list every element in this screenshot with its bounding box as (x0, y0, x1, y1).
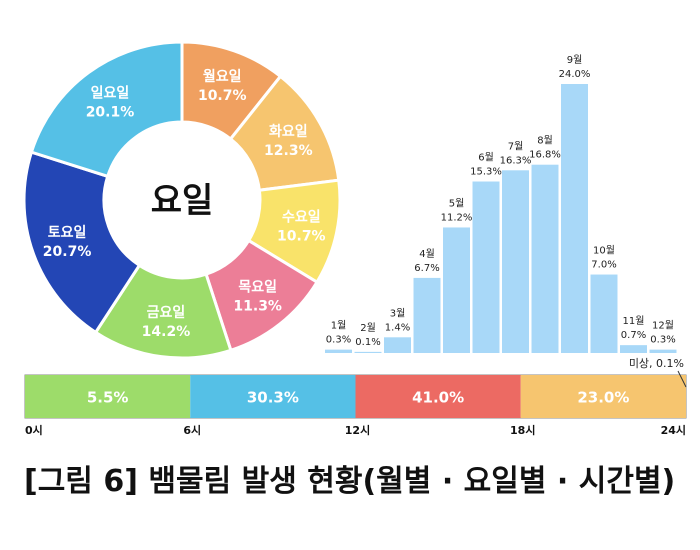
donut-slice-value: 11.3% (233, 299, 282, 315)
donut-title: 요일 (151, 181, 214, 221)
donut-slice-value: 20.7% (43, 244, 92, 260)
bar-category-label: 3월 (390, 307, 406, 319)
unknown-annotation: 미상, 0.1% (629, 357, 684, 370)
bar-value-label: 0.3% (326, 335, 351, 346)
donut-slice-label: 일요일 (91, 86, 130, 102)
donut-slice-label: 토요일 (48, 225, 87, 241)
donut-slice-value: 10.7% (277, 228, 326, 244)
bar-category-label: 1월 (331, 320, 347, 332)
hourly-stacked-bar: 5.5% 30.3% 41.0% 23.0% 0시 6시 12시 18시 24시 미상, 0.1% (24, 357, 687, 437)
bar-category-label: 8월 (537, 135, 553, 147)
bar-value-label: 11.2% (441, 212, 473, 223)
hour-tick-label: 24시 (661, 424, 686, 437)
stacked-bar-segment-label: 30.3% (247, 389, 299, 407)
donut-slice-label: 금요일 (147, 305, 186, 321)
monthly-bar-chart: 1월 0.3% 2월 0.1% 3월 1.4% 4월 6.7% 5월 11.2% 6월 15.3% 7월… (325, 54, 677, 353)
donut-slice (29, 40, 184, 179)
bar-value-label: 0.3% (650, 335, 675, 346)
bar (413, 277, 441, 353)
bar (590, 274, 618, 353)
bar-value-label: 16.8% (529, 150, 561, 161)
bar (649, 349, 677, 353)
bar (620, 345, 647, 353)
bar-category-label: 12월 (652, 320, 674, 332)
bar-value-label: 16.3% (500, 155, 532, 166)
figure-caption: [그림 6] 뱀물림 발생 현황(월별 · 요일별 · 시간별) (24, 464, 676, 499)
stacked-bar-segment (25, 375, 191, 418)
bar-category-label: 11월 (623, 315, 645, 327)
donut-slice-label: 월요일 (203, 68, 242, 85)
donut-slice-value: 12.3% (264, 143, 313, 159)
bar (354, 351, 382, 353)
bar-category-label: 2월 (360, 322, 376, 334)
donut-slice (22, 150, 142, 335)
bar-value-label: 0.1% (355, 337, 380, 348)
stacked-bar-segment-label: 41.0% (412, 389, 464, 407)
bar-category-label: 7월 (508, 140, 524, 152)
hour-tick-label: 18시 (510, 424, 535, 437)
bar (472, 181, 500, 353)
donut-slice-value: 20.1% (86, 105, 135, 121)
bar-value-label: 0.7% (621, 330, 646, 341)
bar-value-label: 24.0% (559, 69, 591, 80)
bar (502, 170, 529, 353)
bar-category-label: 6월 (478, 152, 494, 164)
bar-category-label: 4월 (419, 248, 435, 260)
stacked-bar-segment-label: 5.5% (87, 389, 129, 407)
bar (325, 349, 352, 353)
donut-slice-value: 14.2% (142, 324, 191, 340)
hour-tick-label: 12시 (345, 424, 370, 437)
stacked-bar-segment (190, 375, 356, 418)
donut-slice-label: 목요일 (238, 280, 277, 296)
bar-value-label: 6.7% (414, 263, 439, 274)
weekday-donut-chart: 월요일 10.7% 화요일 12.3% 수요일 10.7% 목요일 11.3% 금요일 14.2%… (22, 40, 342, 360)
bar-category-label: 5월 (449, 197, 465, 209)
bar-value-label: 15.3% (470, 167, 502, 178)
bar (384, 337, 411, 353)
stacked-bar-segment (355, 375, 521, 418)
bar-category-label: 10월 (593, 245, 615, 257)
bar (531, 164, 559, 353)
bar-category-label: 9월 (567, 54, 583, 66)
bar (561, 84, 588, 353)
stacked-bar-segment (520, 375, 686, 418)
hour-tick-label: 0시 (25, 424, 43, 437)
bar-value-label: 7.0% (591, 260, 616, 271)
donut-slice-label: 화요일 (269, 124, 308, 140)
bar-value-label: 1.4% (385, 322, 410, 333)
donut-slice-value: 10.7% (198, 88, 247, 104)
bar (443, 227, 470, 353)
stacked-bar-segment-label: 23.0% (577, 389, 629, 407)
annotation-leader-line (677, 370, 687, 388)
hour-tick-label: 6시 (183, 424, 201, 437)
donut-slice-label: 수요일 (282, 209, 321, 225)
